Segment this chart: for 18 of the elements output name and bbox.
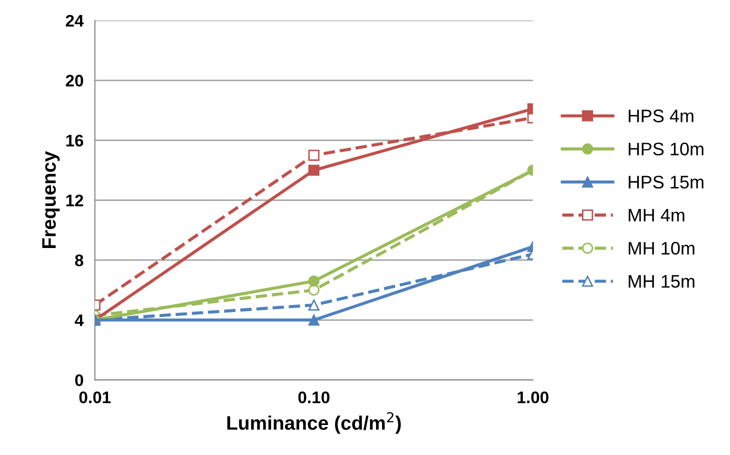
x-tick-label: 1.00 — [518, 391, 548, 404]
y-tick-label: 20 — [66, 74, 84, 87]
y-axis-title: Frequency — [42, 151, 60, 248]
legend-label: MH 15m — [628, 275, 694, 288]
legend-label: HPS 4m — [628, 110, 694, 122]
y-tick-label: 0 — [75, 374, 84, 386]
legend-label: MH 4m — [628, 208, 684, 222]
y-tick-label: 12 — [66, 194, 84, 206]
x-axis-title: Luminance (cd/m$^{2}$) — [227, 412, 401, 434]
legend-label: MH 10m — [628, 242, 694, 255]
y-tick-label: 24 — [66, 14, 84, 27]
legend-label: HPS 10m — [628, 142, 704, 156]
x-tick-label: 0.10 — [298, 391, 330, 404]
y-tick-label: 4 — [74, 314, 84, 326]
legend-label: HPS 15m — [628, 176, 704, 189]
x-tick-label: 0.01 — [79, 391, 111, 404]
y-tick-label: 8 — [75, 254, 84, 266]
y-tick-label: 16 — [66, 134, 84, 146]
